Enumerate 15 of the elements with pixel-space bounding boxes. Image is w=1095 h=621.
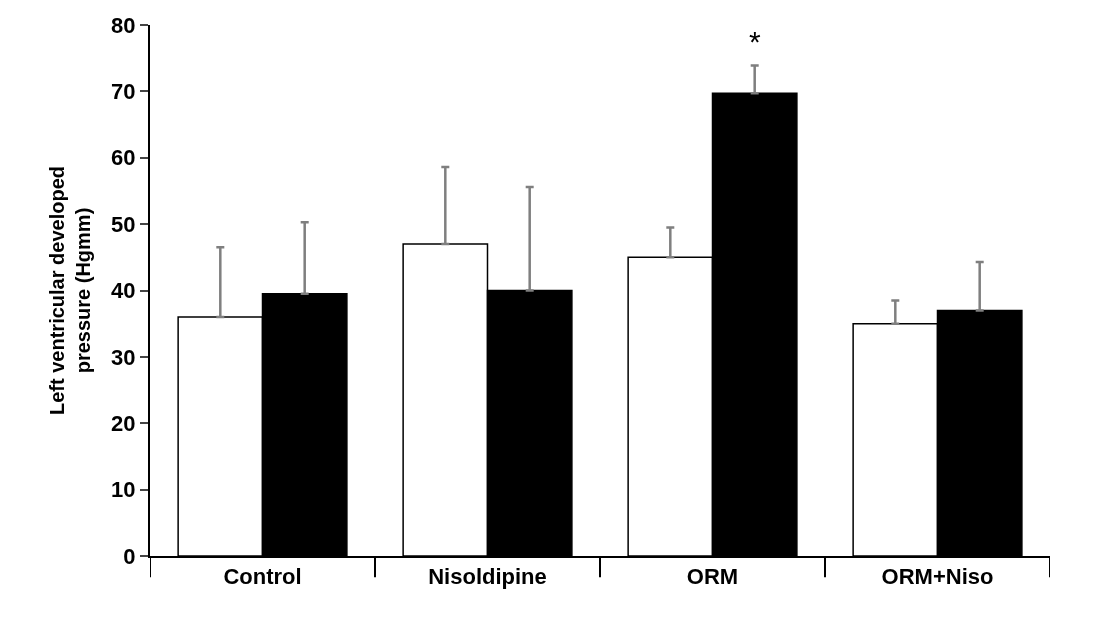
y-tick-label: 0 <box>123 543 136 569</box>
y-tick-label: 30 <box>111 344 136 370</box>
x-tick-label: ORM+Niso <box>881 564 994 590</box>
y-tick-label: 60 <box>111 145 136 171</box>
y-tick-label: 40 <box>111 278 136 304</box>
annotation: * <box>749 25 761 58</box>
y-tick-label: 70 <box>111 79 136 105</box>
y-axis-title: Left ventricular developed pressure (Hgmm) <box>46 166 95 415</box>
y-tick-label: 50 <box>111 211 136 237</box>
x-tick-label: Control <box>223 564 302 590</box>
y-tick-label: 80 <box>111 12 136 38</box>
y-tick-label: 20 <box>111 410 136 436</box>
x-tick-label: Nisoldipine <box>428 564 547 590</box>
x-tick-label: ORM <box>686 564 739 590</box>
y-tick-label: 10 <box>111 477 136 503</box>
